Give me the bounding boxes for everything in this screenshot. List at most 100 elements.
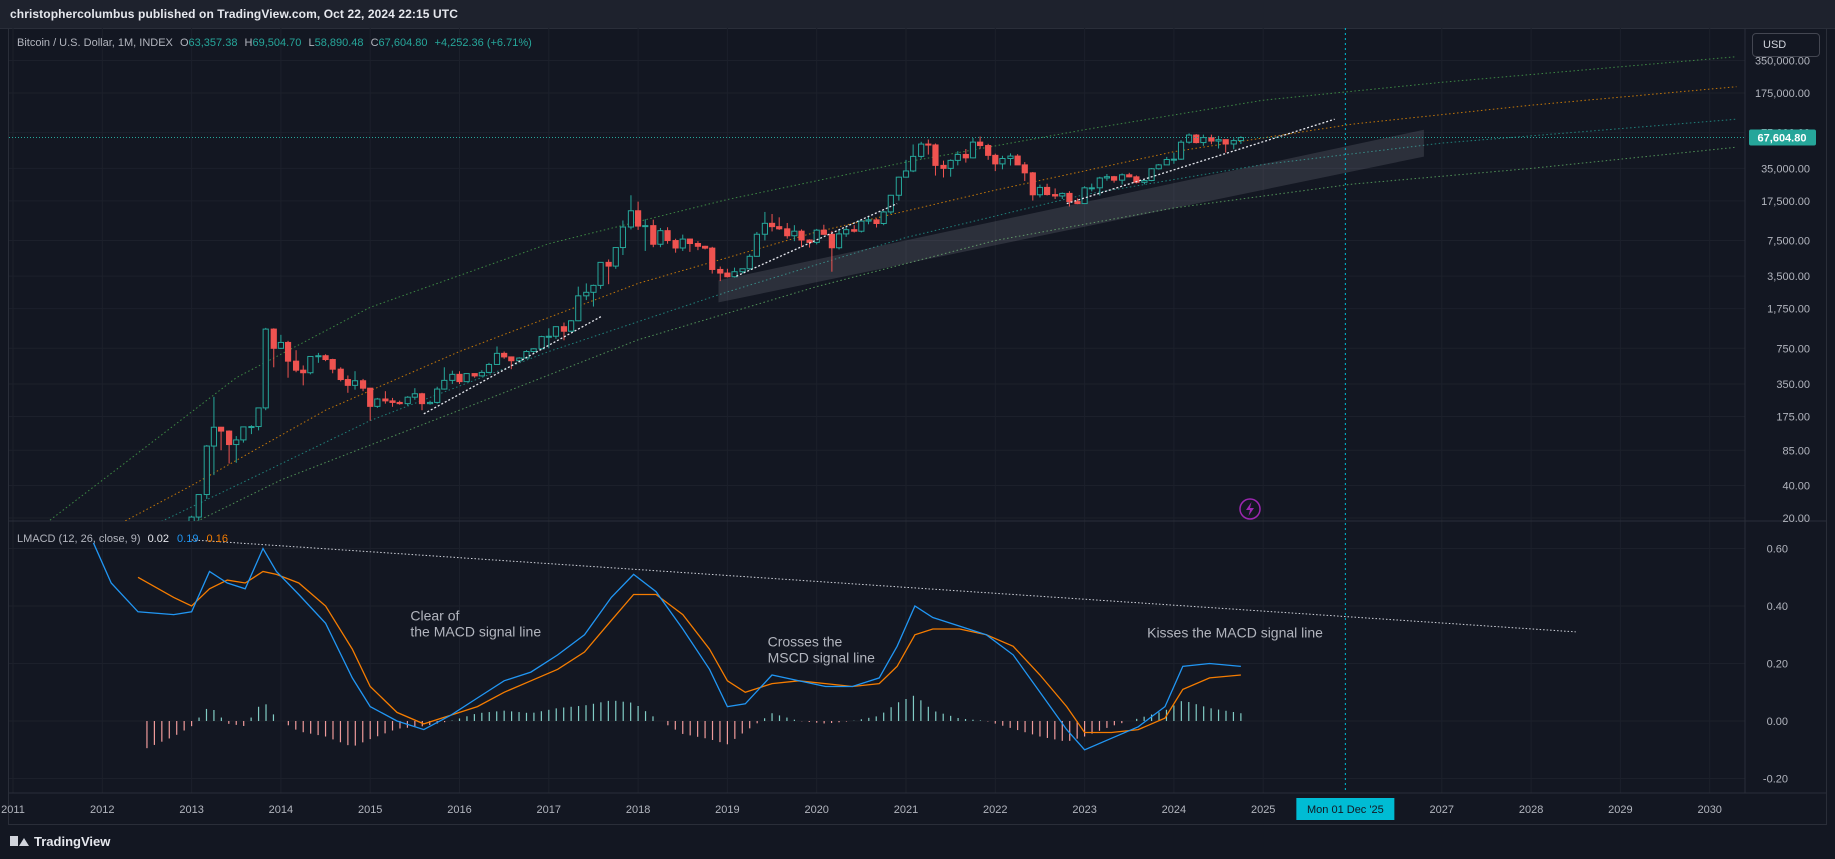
high-label: H (245, 37, 253, 49)
crosshair-date-badge (1296, 798, 1395, 820)
annotation-text: Clear of the MACD signal line (410, 607, 541, 639)
currency-button[interactable]: USD (1752, 33, 1820, 57)
candle-body (910, 155, 917, 172)
candle-body (597, 261, 604, 286)
time-tick-label: 2030 (1697, 804, 1721, 816)
candle-body (1193, 134, 1200, 144)
annotation-line: Crosses the (768, 633, 843, 649)
candle-body (962, 153, 969, 159)
indicator-name: LMACD (12, 26, close, 9) (17, 533, 141, 545)
candle-body (560, 326, 568, 332)
candle-body (501, 352, 508, 358)
candle-body (374, 398, 381, 407)
candle-body (351, 380, 359, 386)
candle-body (270, 328, 277, 349)
candle-body (1074, 201, 1081, 205)
low-value: 58,890.48 (315, 37, 364, 49)
tradingview-icon (10, 835, 29, 848)
candle-body (1103, 176, 1111, 179)
candle-body (1119, 174, 1126, 181)
alert-icon[interactable] (1239, 498, 1261, 520)
candle-body (1222, 139, 1229, 145)
candle-body (739, 268, 746, 273)
candle-body (835, 233, 843, 249)
price-tick-label: 35,000.00 (1761, 163, 1810, 175)
candle-body (1237, 137, 1244, 142)
candle-body (210, 426, 218, 447)
price-chart[interactable]: Clear of the MACD signal line Crosses the M… (0, 0, 1835, 826)
trendline (736, 202, 898, 277)
candle-body (1208, 137, 1215, 142)
candle-body (627, 210, 635, 228)
candle-body (144, 550, 149, 569)
candle-body (590, 284, 597, 293)
channel-area (718, 129, 1424, 303)
macd-tick-label: -0.20 (1763, 774, 1788, 786)
candle-body (1081, 187, 1088, 205)
candle-body (449, 373, 456, 381)
candle-body (1021, 164, 1028, 174)
candle-body (1029, 172, 1036, 196)
candle-body (776, 226, 783, 230)
candle-body (768, 222, 776, 228)
publisher-text: christophercolumbus published on Trading… (10, 7, 458, 21)
candle-body (1088, 187, 1095, 190)
candle-body (255, 407, 262, 428)
candle-body (1230, 140, 1237, 145)
candle-body (315, 355, 322, 358)
footer-brand: TradingView (34, 834, 111, 849)
candle-body (791, 230, 798, 237)
price-tick-label: 350,000.00 (1755, 56, 1810, 68)
candle-body (664, 230, 671, 242)
candle-body (932, 144, 939, 166)
macd-tick-label: 0.20 (1767, 659, 1788, 671)
candle-body (233, 439, 240, 446)
candle-body (1141, 180, 1148, 183)
regression-bands (48, 56, 1737, 521)
candle-body (568, 320, 575, 332)
candle-body (969, 141, 977, 159)
candle-body (918, 143, 925, 157)
annotation-text: Kisses the MACD signal line (1147, 625, 1323, 641)
tradingview-logo[interactable]: TradingView (10, 834, 110, 849)
time-tick-label: 2012 (90, 804, 114, 816)
candle-body (843, 229, 850, 235)
high-value: 69,504.70 (252, 37, 301, 49)
candle-body (1052, 194, 1059, 197)
change-value: +4,252.36 (+6.71%) (435, 37, 532, 49)
candle-body (188, 516, 195, 521)
candle-body (1126, 174, 1133, 178)
candle-body (806, 239, 813, 243)
channel-fill (718, 129, 1424, 303)
candle-body (1036, 186, 1044, 196)
time-tick-label: 2023 (1072, 804, 1096, 816)
price-tick-label: 175.00 (1776, 411, 1810, 423)
time-tick-label: 2025 (1251, 804, 1275, 816)
candle-body (650, 225, 657, 245)
candle-body (217, 426, 225, 432)
trendline (1066, 118, 1335, 205)
currency-label: USD (1763, 39, 1787, 51)
candle-body (1096, 177, 1103, 189)
open-value: 63,357.38 (189, 37, 238, 49)
trendline (423, 315, 603, 415)
candle-body (605, 261, 612, 267)
candle-body (746, 255, 753, 270)
candle-body (784, 228, 791, 237)
candle-body (947, 159, 954, 169)
candle-body (516, 357, 523, 362)
candle-body (858, 220, 865, 232)
candle-body (657, 230, 664, 245)
current-price-badge (1749, 129, 1816, 146)
candle-body (195, 494, 202, 518)
annotation-text: Crosses the MSCD signal line (768, 633, 876, 665)
candle-body (485, 363, 493, 373)
candle-body (262, 328, 269, 409)
open-label: O (180, 37, 189, 49)
candle-body (1185, 134, 1193, 143)
candle-body (635, 210, 642, 227)
candle-body (478, 371, 485, 377)
candle-body (456, 373, 463, 383)
trendlines (423, 118, 1335, 415)
candle-body (851, 229, 858, 232)
